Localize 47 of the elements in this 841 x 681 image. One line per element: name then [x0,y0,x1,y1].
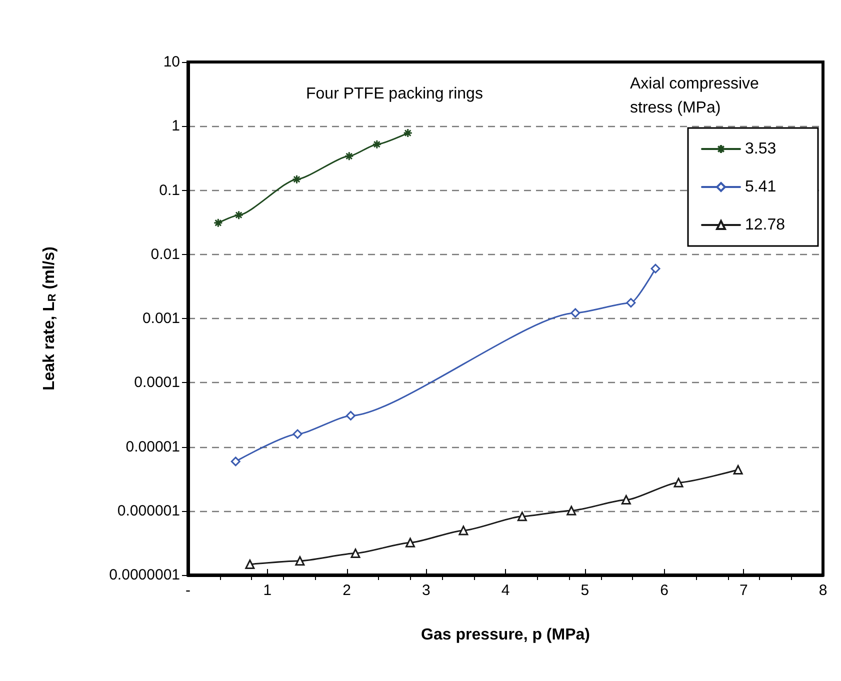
x-axis-title: Gas pressure, p (MPa) [421,626,590,644]
point [292,429,302,439]
point [403,128,413,138]
y-tick-label: 0.01 [150,246,180,263]
point [245,560,255,570]
point [733,464,743,474]
point [570,308,580,318]
point [626,298,636,308]
x-tick-label: 2 [342,582,351,599]
y-tick-label: 0.0001 [134,374,180,392]
y-tick-label: 0.0000001 [109,566,180,584]
y-tick-label: 0.00001 [126,438,180,456]
point [566,506,576,516]
point [458,526,468,536]
point [650,264,660,274]
x-tick-label: 8 [818,582,828,599]
annotation: Four PTFE packing rings [306,86,483,102]
point [344,151,354,161]
legend-label: 3.53 [745,140,776,158]
point [346,410,356,420]
point [406,538,415,548]
y-axis-title: Leak rate, LR (ml/s) [41,246,58,390]
y-tick-label: 0.000001 [117,502,180,520]
x-tick-label: 4 [501,582,510,599]
x-tick-label: 5 [580,582,590,599]
x-tick-label: 3 [422,582,430,599]
point [517,512,527,522]
point [292,174,302,184]
point [230,456,240,466]
y-tick-label: 1 [172,118,180,135]
x-tick-label: - [186,582,190,599]
legend-label: 5.41 [745,178,776,196]
y-tick-label: 10 [163,54,180,70]
point [621,495,631,505]
point [295,556,305,566]
point [350,548,360,558]
point [372,140,382,150]
y-tick-label: 0.1 [159,182,180,199]
legend-label: 12.78 [745,216,786,234]
x-tick-label: 1 [263,582,272,599]
point [213,218,223,228]
point [674,478,684,488]
x-tick-label: 6 [660,582,668,599]
legend-title: Axial compressive stress (MPa) [630,76,764,116]
x-tick-label: 7 [739,582,748,599]
y-tick-label: 0.001 [142,310,180,327]
point [234,210,244,220]
